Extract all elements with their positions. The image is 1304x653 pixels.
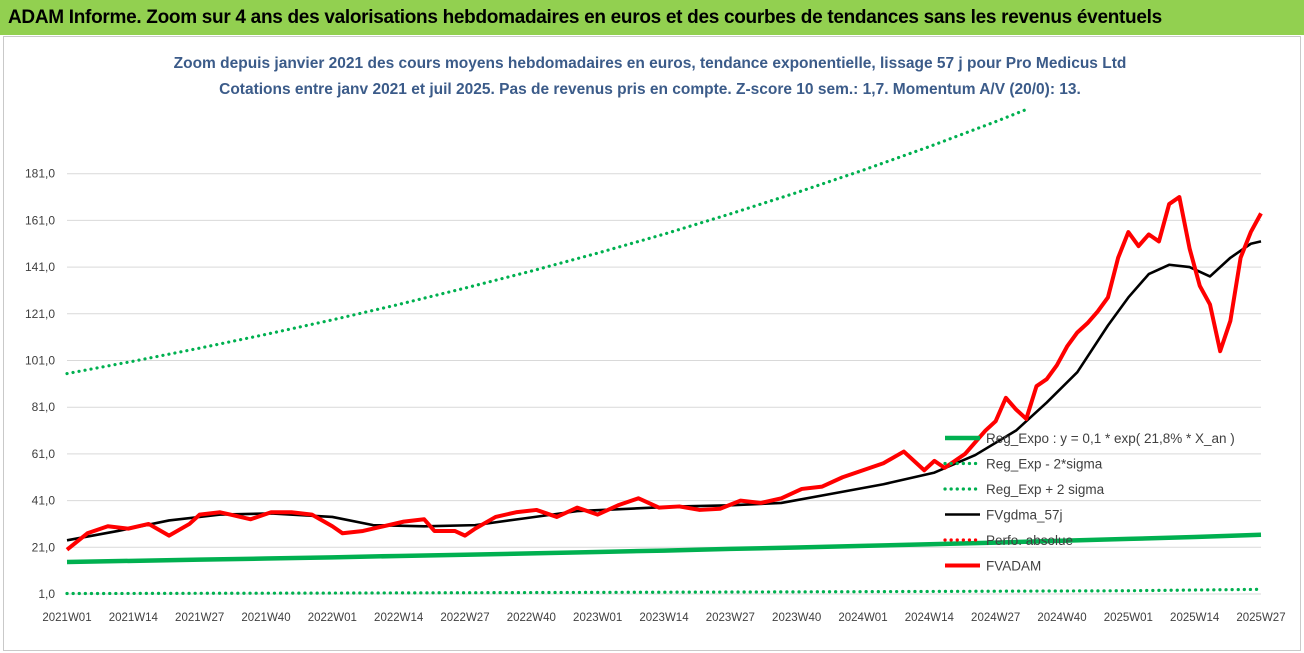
x-tick-label: 2022W27	[440, 612, 489, 624]
header-bar: ADAM Informe. Zoom sur 4 ans des valoris…	[0, 0, 1304, 35]
legend-label: Reg_Exp - 2*sigma	[986, 457, 1103, 472]
x-tick-label: 2025W27	[1236, 612, 1285, 624]
chart-subtitle: Cotations entre janv 2021 et juil 2025. …	[219, 81, 1081, 98]
x-tick-label: 2021W14	[109, 612, 159, 624]
chart-frame	[3, 36, 1301, 651]
x-tick-label: 2021W40	[241, 612, 290, 624]
y-axis-ticks: 1,0 21,0 41,0 61,0 81,0 101,0 121,0 141,0 161,0 1…	[25, 167, 55, 601]
y-tick-label: 21,0	[32, 540, 56, 554]
x-tick-label: 2021W27	[175, 612, 224, 624]
x-tick-label: 2021W01	[42, 612, 91, 624]
y-tick-label: 1,0	[38, 587, 55, 601]
x-tick-label: 2024W01	[838, 612, 887, 624]
chart-title: Zoom depuis janvier 2021 des cours moyen…	[174, 55, 1127, 72]
y-tick-label: 141,0	[25, 260, 55, 274]
y-tick-label: 41,0	[32, 494, 56, 508]
series-line-3	[66, 240, 1262, 542]
x-tick-label: 2022W14	[374, 612, 424, 624]
grid-lines	[67, 173, 1261, 595]
legend-label: FVgdma_57j	[986, 508, 1063, 523]
y-tick-label: 181,0	[25, 167, 55, 181]
header-title: ADAM Informe. Zoom sur 4 ans des valoris…	[8, 7, 1162, 28]
y-tick-label: 81,0	[32, 400, 56, 414]
x-tick-label: 2023W01	[573, 612, 622, 624]
x-axis-ticks: 2021W01 2021W14 2021W27 2021W40 2022W01 2022W…	[42, 612, 1285, 624]
x-tick-label: 2022W01	[308, 612, 357, 624]
x-tick-label: 2025W14	[1170, 612, 1220, 624]
x-tick-label: 2023W27	[706, 612, 755, 624]
series-line-2	[65, 107, 1028, 376]
x-tick-label: 2023W14	[639, 612, 689, 624]
y-tick-label: 101,0	[25, 354, 55, 368]
series-lines	[65, 107, 1263, 596]
legend-label: FVADAM	[986, 559, 1041, 574]
x-tick-label: 2023W40	[772, 612, 821, 624]
y-tick-label: 61,0	[32, 447, 56, 461]
x-tick-label: 2024W27	[971, 612, 1020, 624]
legend: Reg_Expo : y = 0,1 * exp( 21,8% * X_an )…	[943, 431, 1235, 574]
legend-label: Perfo. absolue	[986, 533, 1073, 548]
x-tick-label: 2024W40	[1037, 612, 1086, 624]
x-tick-label: 2022W40	[507, 612, 556, 624]
legend-label: Reg_Expo : y = 0,1 * exp( 21,8% * X_an )	[986, 431, 1235, 446]
x-tick-label: 2025W01	[1104, 612, 1153, 624]
x-tick-label: 2024W14	[905, 612, 955, 624]
series-line-1	[65, 587, 1263, 596]
y-tick-label: 121,0	[25, 307, 55, 321]
series-line-5	[65, 195, 1263, 552]
y-tick-label: 161,0	[25, 213, 55, 227]
legend-label: Reg_Exp + 2 sigma	[986, 482, 1105, 497]
series-line-0	[66, 532, 1262, 565]
